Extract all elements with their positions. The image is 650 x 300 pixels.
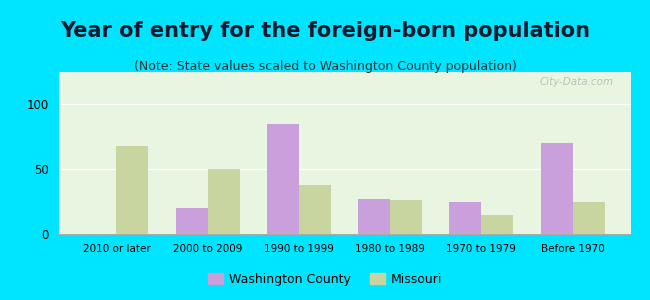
Bar [482, 214, 514, 234]
Bar [573, 202, 604, 234]
Bar [267, 124, 299, 234]
Legend: Washington County, Missouri: Washington County, Missouri [203, 268, 447, 291]
Bar [541, 143, 573, 234]
Bar [449, 202, 482, 234]
Text: Year of entry for the foreign-born population: Year of entry for the foreign-born popul… [60, 21, 590, 41]
Bar [116, 146, 148, 234]
Text: City-Data.com: City-Data.com [540, 77, 614, 87]
Bar [299, 185, 331, 234]
Bar [207, 169, 240, 234]
Bar [390, 200, 422, 234]
Bar [358, 199, 390, 234]
Bar [176, 208, 207, 234]
Text: (Note: State values scaled to Washington County population): (Note: State values scaled to Washington… [133, 60, 517, 73]
